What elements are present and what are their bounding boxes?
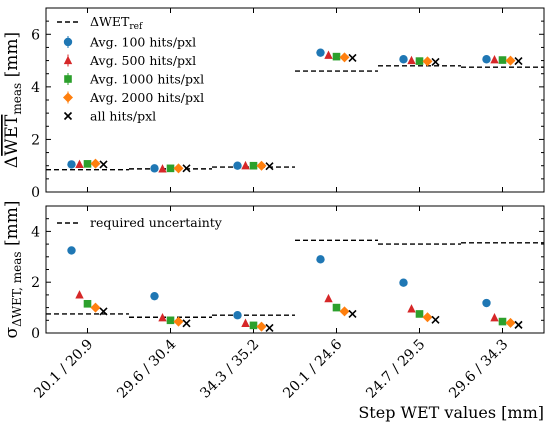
y-tick-label: 0 — [31, 185, 40, 201]
legend-entry: Avg. 500 hits/pxl — [89, 53, 196, 68]
data-point — [249, 161, 258, 170]
data-point — [348, 309, 357, 319]
x-tick-label: 20.1 / 24.6 — [280, 336, 345, 401]
data-point — [348, 53, 357, 63]
y-tick-label: 2 — [31, 275, 40, 291]
data-point — [514, 57, 523, 66]
data-point — [173, 163, 184, 174]
data-point — [75, 159, 84, 168]
legend-marker — [63, 55, 73, 65]
data-point — [182, 164, 191, 173]
legend-entry: Avg. 2000 hits/pxl — [89, 90, 204, 105]
data-point — [332, 52, 341, 61]
data-point — [316, 255, 325, 264]
panel-bottom: 0 2 4 σΔWET, meas [mm] required uncertainty 2… — [2, 201, 545, 422]
data-point — [490, 54, 499, 64]
legend-marker — [63, 92, 73, 103]
data-point — [415, 310, 424, 318]
legend-entry: required uncertainty — [90, 215, 223, 230]
data-point — [83, 299, 92, 308]
data-point — [505, 317, 516, 328]
data-point — [158, 312, 167, 322]
data-point — [399, 55, 408, 64]
data-point — [505, 55, 516, 66]
data-point — [67, 160, 76, 169]
data-point — [241, 160, 250, 170]
data-point — [482, 298, 491, 308]
legend-entry: all hits/pxl — [90, 109, 156, 124]
data-point — [422, 56, 433, 67]
data-point — [166, 316, 175, 325]
data-point — [422, 312, 433, 323]
data-point — [407, 55, 416, 65]
x-tick-label: 29.6 / 34.3 — [446, 337, 511, 402]
y-axis-label: σΔWET, meas [mm] — [2, 201, 24, 339]
data-point — [150, 291, 159, 301]
y-tick-label: 6 — [31, 27, 40, 43]
data-point — [256, 160, 267, 171]
legend: required uncertainty — [57, 215, 223, 230]
data-point — [316, 48, 325, 57]
legend-marker — [63, 37, 73, 47]
data-point — [431, 315, 440, 324]
data-point — [490, 312, 499, 322]
panel-top: 0 2 4 6 ΔWETmeas [mm] ΔWETref Avg. 100 hits/px… — [2, 7, 545, 201]
x-tick-label: 29.6 / 30.4 — [114, 336, 179, 401]
legend-entry: Avg. 100 hits/pxl — [89, 35, 196, 50]
data-point — [173, 316, 184, 327]
data-point — [233, 311, 242, 320]
legend-marker — [64, 75, 72, 83]
data-point — [90, 158, 101, 169]
x-tick-label: 20.1 / 20.9 — [31, 337, 96, 402]
data-point — [99, 160, 108, 169]
x-tick-label: 34.3 / 35.2 — [197, 337, 262, 402]
data-point — [324, 50, 333, 59]
legend: ΔWETref Avg. 100 hits/pxl Avg. 500 hits/px… — [57, 14, 204, 124]
data-point — [90, 302, 101, 313]
data-point — [324, 293, 333, 303]
data-point — [265, 162, 274, 171]
data-point — [498, 317, 507, 326]
y-tick-label: 4 — [31, 80, 40, 96]
data-point — [514, 320, 523, 329]
data-point — [498, 56, 507, 64]
data-point — [399, 278, 408, 287]
data-point — [158, 164, 167, 173]
y-tick-label: 4 — [31, 224, 40, 240]
data-point — [482, 55, 491, 64]
x-axis-label: Step WET values [mm] — [358, 403, 544, 422]
data-point — [249, 321, 258, 330]
y-tick-label: 2 — [31, 132, 40, 148]
data-point — [166, 164, 175, 173]
data-point — [256, 321, 267, 332]
data-point — [431, 57, 440, 66]
data-point — [407, 304, 416, 313]
data-point — [83, 160, 92, 168]
data-point — [241, 318, 250, 327]
data-point — [332, 303, 341, 312]
data-point — [233, 161, 242, 170]
y-tick-label: 0 — [31, 326, 40, 342]
data-point — [339, 52, 350, 63]
legend-marker — [63, 111, 73, 121]
data-point — [339, 306, 350, 317]
data-point — [67, 246, 76, 255]
y-axis-label: ΔWETmeas [mm] — [2, 32, 24, 168]
data-point — [182, 319, 191, 328]
legend-entry: ΔWETref — [90, 14, 143, 32]
data-point — [265, 323, 274, 332]
data-point — [415, 57, 424, 65]
legend-entry: Avg. 1000 hits/pxl — [89, 72, 204, 87]
data-point — [75, 290, 84, 299]
data-point — [150, 164, 159, 173]
data-point — [99, 307, 108, 316]
x-tick-label: 24.7 / 29.5 — [363, 337, 428, 402]
